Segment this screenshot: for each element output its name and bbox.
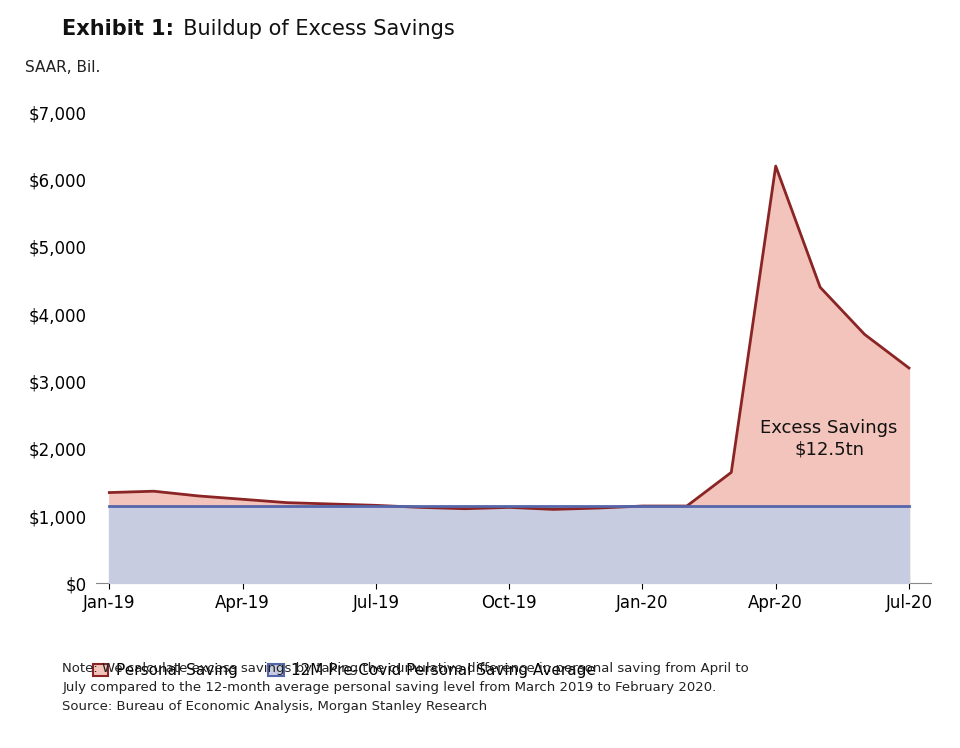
Text: Buildup of Excess Savings: Buildup of Excess Savings: [170, 19, 455, 39]
Text: Note: We calculate excess savings by taking the cumulative difference in persona: Note: We calculate excess savings by tak…: [62, 662, 749, 713]
Text: SAAR, Bil.: SAAR, Bil.: [25, 60, 101, 75]
Text: Excess Savings
$12.5tn: Excess Savings $12.5tn: [760, 420, 898, 458]
Text: Exhibit 1:: Exhibit 1:: [62, 19, 175, 39]
Legend: Personal Saving, 12M Pre-Covid Personal Saving Average: Personal Saving, 12M Pre-Covid Personal …: [87, 657, 602, 684]
